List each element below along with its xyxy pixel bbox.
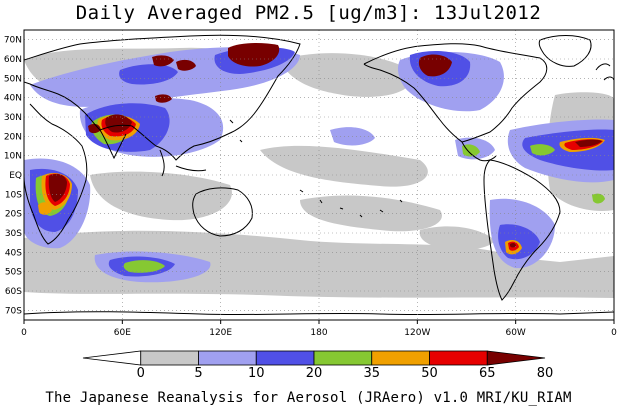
lat-label: 70N xyxy=(4,36,22,46)
coast-uk-europe xyxy=(595,63,614,81)
coast-antarctica xyxy=(24,311,614,316)
lat-label: 20N xyxy=(4,132,22,142)
central-asia-maroon xyxy=(152,55,174,67)
colorbar-label: 0 xyxy=(137,366,145,381)
colorbar-label: 10 xyxy=(248,366,265,381)
map-title: Daily Averaged PM2.5 [ug/m3]: 13Jul2012 xyxy=(75,2,542,24)
north-pacific-band xyxy=(280,53,412,97)
lon-label: 0 xyxy=(611,328,617,338)
colorbar-bin xyxy=(255,350,315,366)
south-atlantic-green xyxy=(592,193,605,204)
atlantic-green xyxy=(530,144,555,156)
lat-label: 70S xyxy=(5,306,22,316)
africa-maroon xyxy=(48,174,67,202)
lat-label: 60S xyxy=(5,287,22,297)
coast-australia xyxy=(192,187,253,237)
lat-label: 40S xyxy=(5,248,22,258)
south-pacific-patch xyxy=(419,226,495,250)
lat-label: 50N xyxy=(4,74,22,84)
coast-africa xyxy=(24,103,88,245)
atlantic-maroon xyxy=(575,139,602,147)
lat-label: 10N xyxy=(4,152,22,162)
south-america-maroon xyxy=(510,242,516,248)
india-maroon xyxy=(105,114,132,133)
colorbar-label: 35 xyxy=(363,366,380,381)
lat-label: 30N xyxy=(4,113,22,123)
coast-central-america xyxy=(461,141,497,162)
lon-label: 120E xyxy=(209,328,232,338)
map-footer: The Japanese Reanalysis for Aerosol (JRA… xyxy=(45,390,572,406)
asia-maroon-patch xyxy=(155,94,172,103)
africa-south-orange xyxy=(38,202,52,215)
siberia-maroon xyxy=(228,43,280,67)
coast-greenland xyxy=(538,35,592,67)
indian-ocean-band xyxy=(90,171,232,221)
colorbar-bin xyxy=(371,350,430,366)
colorbar-bin xyxy=(429,350,488,366)
colorbar-arrow-low xyxy=(82,350,142,366)
coast-europe-asia xyxy=(24,34,301,161)
colorbar: 0 5 10 20 35 50 65 80 xyxy=(82,350,554,381)
gridlines xyxy=(24,30,614,320)
lat-label: 10S xyxy=(5,190,22,200)
coast-southeast-asia xyxy=(159,149,207,177)
north-america-maroon xyxy=(418,54,452,77)
colorbar-label: 5 xyxy=(194,366,202,381)
coastlines xyxy=(24,34,614,316)
central-america-green xyxy=(462,144,480,157)
concentration-field xyxy=(24,43,614,298)
central-pacific-patches xyxy=(260,145,428,187)
central-asia-maroon-2 xyxy=(176,59,196,71)
lon-label: 60W xyxy=(505,328,525,338)
central-asia-blue xyxy=(119,64,178,85)
colorbar-label: 50 xyxy=(421,366,438,381)
latitude-labels: 70N 60N 50N 40N 30N 20N 10N EQ 10S 20S 30S 40S 50S 60… xyxy=(4,36,22,317)
lat-label: 40N xyxy=(4,94,22,104)
colorbar-label: 20 xyxy=(306,366,323,381)
lat-label: 60N xyxy=(4,55,22,65)
lat-label: EQ xyxy=(9,171,22,181)
lat-label: 50S xyxy=(5,268,22,278)
lon-label: 60E xyxy=(114,328,131,338)
india-maroon-2 xyxy=(88,123,101,134)
colorbar-bin xyxy=(198,350,257,366)
colorbar-bin xyxy=(140,350,199,366)
coast-north-america xyxy=(363,43,548,143)
coast-pacific-islands xyxy=(229,119,403,218)
tropical-pacific-patch xyxy=(300,195,442,232)
longitude-labels: 0 60E 120E 180 120W 60W 0 xyxy=(21,320,617,338)
lat-label: 30S xyxy=(5,229,22,239)
coast-south-america xyxy=(483,159,561,301)
lat-label: 20S xyxy=(5,210,22,220)
coast-india xyxy=(99,129,127,160)
lon-label: 0 xyxy=(21,328,27,338)
southern-ocean-green xyxy=(123,260,165,273)
lon-label: 180 xyxy=(310,328,327,338)
colorbar-bin xyxy=(313,350,373,366)
colorbar-arrow-high xyxy=(486,350,546,366)
lon-label: 120W xyxy=(404,328,430,338)
colorbar-label: 65 xyxy=(479,366,496,381)
colorbar-label: 80 xyxy=(537,366,554,381)
